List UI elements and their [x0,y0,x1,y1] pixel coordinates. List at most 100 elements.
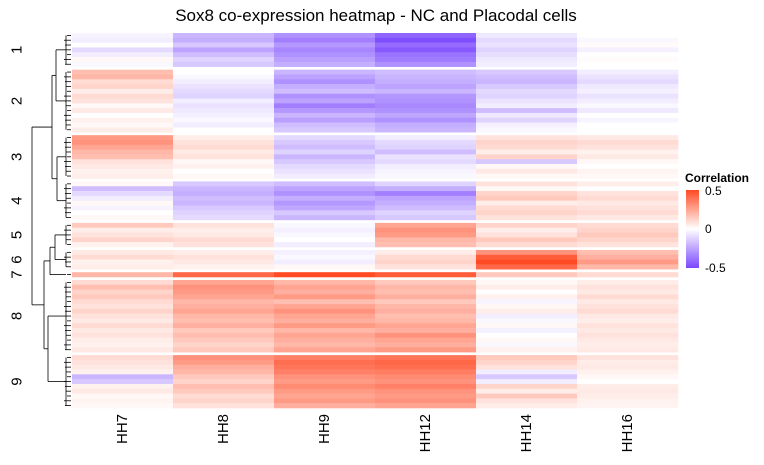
cluster-label: 2 [9,97,26,105]
heatmap-cell [72,222,174,229]
heatmap-cell [375,159,477,165]
heatmap-cell [375,154,477,160]
heatmap-cell [476,232,578,238]
heatmap-cell [173,103,275,109]
heatmap-cell [476,337,578,343]
heatmap-cell [274,93,376,99]
heatmap-cell [375,272,477,278]
heatmap-cell [274,347,376,353]
heatmap-cell [577,398,679,404]
heatmap-cell [577,294,679,300]
heatmap-cell [476,364,578,370]
heatmap-cell [173,149,275,155]
heatmap-cell [173,264,275,270]
heatmap-cell [72,181,174,187]
heatmap-cell [274,57,376,63]
heatmap-cell [274,112,376,119]
heatmap-cell [476,144,578,150]
heatmap-cell [274,318,376,324]
heatmap-cell [375,149,477,155]
heatmap-cell [577,304,679,310]
heatmap-cell [375,383,477,390]
heatmap-cell [72,57,174,63]
heatmap-cell [173,388,275,394]
heatmap-cell [375,195,477,201]
heatmap-cell [577,222,679,229]
heatmap-cell [476,127,578,133]
heatmap-cell [375,232,477,238]
heatmap-cell [72,232,174,238]
heatmap-cell [72,37,174,43]
heatmap-cell [375,37,477,43]
heatmap-cell [274,383,376,390]
heatmap-cell [375,74,477,80]
heatmap-cell [173,108,275,114]
heatmap-cell [375,122,477,128]
heatmap-cell [577,74,679,80]
heatmap-cell [476,227,578,233]
heatmap-cell [577,84,679,90]
heatmap-cell [173,222,275,229]
cluster-label: 9 [9,377,26,385]
heatmap-cell [274,37,376,43]
heatmap-cell [274,308,376,314]
heatmap-cell [274,47,376,53]
cluster-label: 6 [9,255,26,263]
heatmap-cell [577,313,679,319]
heatmap-cell [173,61,275,67]
heatmap-cell [72,284,174,290]
heatmap-cell [476,84,578,90]
heatmap-cell [577,57,679,63]
heatmap-cell [577,200,679,206]
heatmap-cell [577,318,679,324]
heatmap-cell [375,108,477,114]
cluster-label: 3 [9,153,26,161]
heatmap-cell [577,403,679,409]
heatmap-cell [274,122,376,128]
heatmap-cell [476,42,578,48]
heatmap-cell [476,342,578,348]
heatmap-cell [274,195,376,201]
legend-tick-high: 0.5 [705,184,722,198]
heatmap-cell [173,200,275,206]
heatmap-cell [274,215,376,221]
heatmap-cell [72,139,174,146]
heatmap-cell [274,149,376,155]
heatmap-cell [72,195,174,201]
heatmap-cell [375,249,477,256]
heatmap-cell [375,181,477,187]
heatmap-cell [173,210,275,216]
heatmap-cell [173,33,275,39]
heatmap-cell [375,304,477,310]
heatmap-cell [476,242,578,248]
heatmap-cell [173,181,275,187]
heatmap-cell [375,88,477,94]
heatmap-cell [173,383,275,390]
heatmap-cell [476,328,578,334]
heatmap-cell [72,398,174,404]
heatmap-cell [375,355,477,361]
heatmap-cells [72,33,679,409]
heatmap-cell [72,200,174,206]
heatmap-cell [274,379,376,385]
heatmap-cell [274,42,376,48]
heatmap-cell [476,154,578,160]
heatmap-cell [375,318,477,324]
heatmap-cell [72,369,174,375]
heatmap-cell [375,210,477,216]
heatmap-cell [173,98,275,104]
heatmap-cell [375,98,477,104]
heatmap-cell [72,69,174,75]
heatmap-cell [173,127,275,133]
heatmap-cell [375,79,477,85]
heatmap-cell [577,186,679,192]
heatmap-cell [72,332,174,338]
heatmap-cell [577,359,679,366]
heatmap-cell [72,342,174,348]
heatmap-cell [476,61,578,67]
heatmap-cell [274,304,376,310]
heatmap-cell [274,103,376,109]
heatmap-cell [375,191,477,197]
heatmap-cell [375,103,477,109]
heatmap-cell [577,52,679,58]
